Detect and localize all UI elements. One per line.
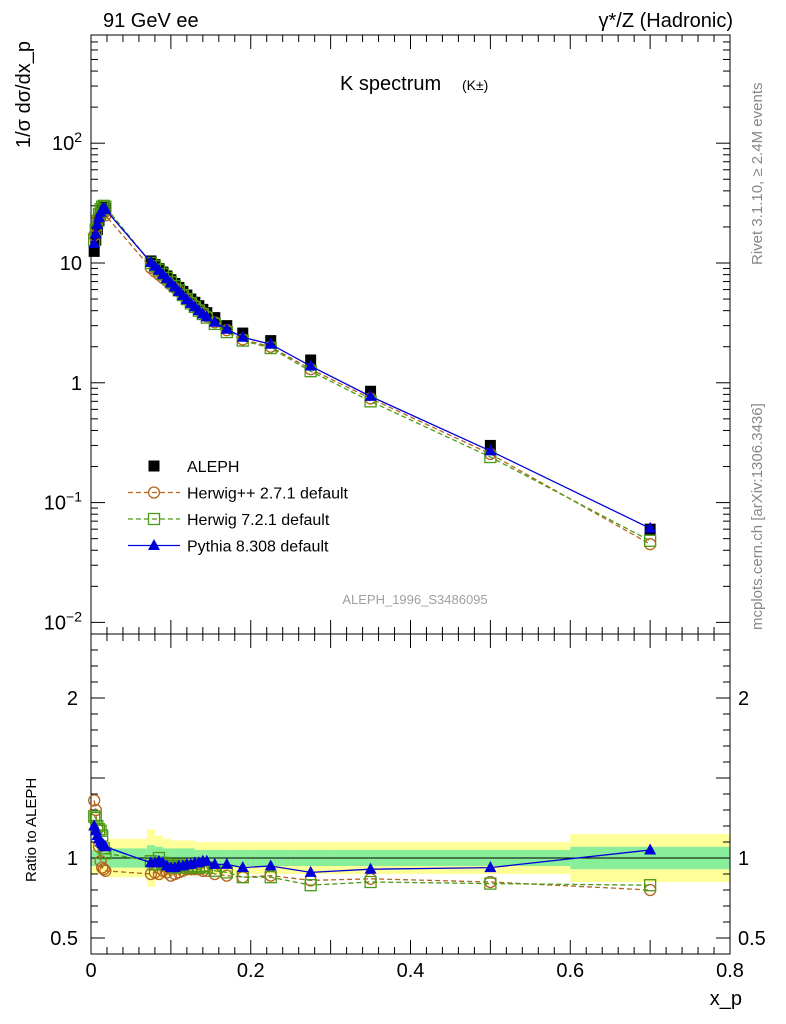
ratio-data-point [484, 861, 497, 873]
legend-marker [148, 460, 160, 472]
data-point [91, 217, 104, 229]
y-tick-label: 10−2 [44, 608, 82, 634]
chart-title: K spectrum [340, 73, 441, 95]
main-panel: 10−2 10−1 1 10 102 [44, 34, 731, 635]
ratio-data-point [264, 871, 277, 884]
ratio-data-point [96, 861, 109, 874]
header-left-label: 91 GeV ee [103, 10, 199, 32]
ratio-data-point [99, 864, 112, 877]
data-point [91, 224, 103, 236]
ratio-y-tick-label: 1 [67, 848, 78, 870]
legend-item: Herwig++ 2.7.1 default [128, 486, 349, 503]
data-point [364, 389, 377, 401]
y-tick-label: 10−1 [44, 489, 82, 515]
main-series [88, 199, 657, 551]
data-point [644, 521, 657, 533]
data-point [643, 534, 657, 547]
series-line [93, 205, 651, 542]
ratio-data-point [484, 877, 497, 890]
legend-item: Herwig 7.2.1 default [128, 512, 330, 529]
main-x-ticks [90, 35, 731, 634]
chart-title-suffix: (K±) [462, 77, 488, 93]
data-point [88, 245, 100, 257]
ratio-series [88, 794, 657, 897]
ratio-y-tick-label-right: 1 [738, 848, 749, 870]
legend-marker [147, 512, 161, 526]
ratio-data-point [220, 857, 233, 869]
legend-item: Pythia 8.308 default [128, 539, 329, 556]
data-point [643, 537, 657, 551]
series-pythia-8-308-default [88, 201, 657, 533]
data-point [89, 227, 102, 239]
ratio-panel: 0.5 0.5 1 1 2 2 0 0.2 0.4 0.6 0.8 [50, 633, 766, 982]
ratio-plot-frame [90, 633, 731, 955]
ratio-data-point [304, 879, 317, 892]
data-point [236, 330, 249, 342]
data-point [264, 337, 277, 349]
legend: ALEPH Herwig++ 2.7.1 default Herwig 7.2.1 … [128, 459, 349, 556]
series-line [93, 212, 651, 545]
legend-label: Pythia 8.308 default [187, 539, 329, 556]
x-tick-label: 0.6 [556, 960, 584, 982]
legend-label: Herwig 7.2.1 default [187, 512, 330, 529]
ratio-y-axis-label: Ratio to ALEPH [23, 778, 40, 882]
main-y-axis-label: 1/σ dσ/dx_p [13, 41, 35, 148]
data-point [88, 237, 101, 249]
ratio-data-point [304, 865, 317, 877]
main-y-ticks: 10−2 10−1 1 10 102 [44, 34, 730, 634]
y-tick-label: 1 [71, 373, 82, 395]
series-herwig-7-2-1-default [88, 199, 657, 547]
ratio-y-tick-label: 2 [67, 688, 78, 710]
data-point [220, 322, 233, 334]
ratio-data-point [88, 794, 101, 807]
rivet-version-label: Rivet 3.1.10, ≥ 2.4M events [749, 83, 766, 266]
ratio-series-pythia-8-308-default [88, 819, 657, 877]
ratio-y-tick-label: 0.5 [50, 928, 78, 950]
x-axis-label: x_p [710, 988, 742, 1010]
data-point [99, 202, 112, 214]
ratio-data-point [643, 879, 657, 892]
ratio-data-point [89, 803, 102, 817]
legend-label: Herwig++ 2.7.1 default [187, 486, 349, 503]
mcplots-label: mcplots.cern.ch [arXiv:1306.3436] [749, 403, 766, 630]
x-tick-label: 0.4 [397, 960, 425, 982]
ratio-data-point [94, 855, 107, 868]
ratio-data-point [644, 843, 657, 855]
x-tick-label: 0 [85, 960, 96, 982]
ratio-y-tick-label-right: 0.5 [738, 928, 766, 950]
ratio-x-ticks: 0 0.2 0.4 0.6 0.8 [85, 634, 744, 982]
ratio-y-ticks: 0.5 0.5 1 1 2 2 [50, 633, 766, 955]
ratio-data-point [99, 840, 112, 852]
ratio-data-point [236, 861, 249, 873]
ratio-data-point [364, 862, 377, 874]
data-point [484, 444, 497, 456]
header-right-label: γ*/Z (Hadronic) [599, 10, 733, 32]
data-point [304, 359, 317, 371]
y-tick-label: 102 [52, 129, 82, 155]
ratio-y-tick-label-right: 2 [738, 688, 749, 710]
x-tick-label: 0.8 [716, 960, 744, 982]
series-line [93, 207, 651, 529]
ratio-data-point [97, 863, 110, 876]
legend-marker [147, 486, 161, 499]
x-tick-label: 0.2 [237, 960, 265, 982]
ratio-series-line [93, 800, 651, 891]
data-point [200, 310, 213, 322]
y-tick-label: 10 [60, 253, 82, 275]
legend-marker [148, 539, 160, 550]
legend-item: ALEPH [148, 459, 239, 476]
series-aleph [88, 202, 656, 535]
data-point [208, 315, 221, 327]
ratio-data-point [264, 859, 277, 871]
watermark-text: ALEPH_1996_S3486095 [342, 592, 487, 607]
ratio-data-point [200, 854, 213, 866]
ratio-data-point [364, 875, 377, 889]
ratio-data-point [208, 857, 221, 869]
legend-label: ALEPH [187, 459, 239, 476]
